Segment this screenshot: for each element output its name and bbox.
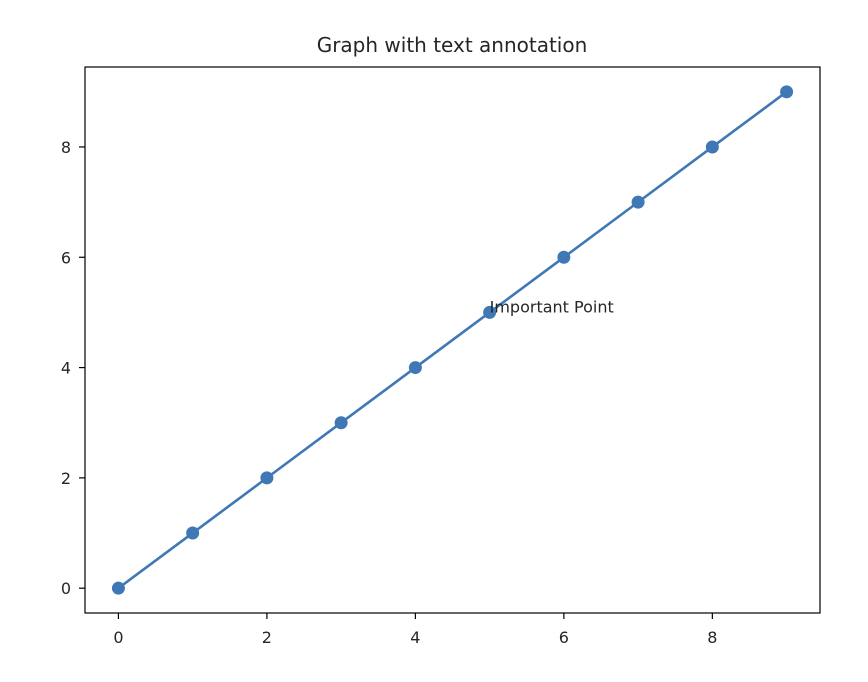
data-point — [111, 581, 125, 595]
y-tick-label: 8 — [61, 138, 71, 157]
data-point — [780, 85, 794, 99]
annotation-text: Important Point — [490, 297, 614, 316]
plot-frame — [84, 66, 821, 614]
data-point — [631, 195, 645, 209]
x-tick-label: 2 — [262, 628, 272, 647]
data-point — [557, 250, 571, 264]
data-point — [260, 471, 274, 485]
data-point — [334, 416, 348, 430]
x-tick-label: 4 — [410, 628, 420, 647]
y-tick-label: 4 — [61, 359, 71, 378]
y-tick-label: 6 — [61, 248, 71, 267]
plot-area — [111, 85, 794, 595]
y-tick-label: 0 — [61, 579, 71, 598]
series-line — [117, 90, 788, 590]
y-axis: 0 2 4 6 8 — [61, 138, 85, 598]
data-point — [705, 140, 719, 154]
y-tick-label: 2 — [61, 469, 71, 488]
x-axis: 0 2 4 6 8 — [113, 613, 717, 647]
x-tick-label: 0 — [113, 628, 123, 647]
annotations: Important Point — [490, 297, 614, 316]
x-tick-label: 8 — [707, 628, 717, 647]
data-point — [186, 526, 200, 540]
data-point — [483, 305, 497, 319]
x-tick-label: 6 — [559, 628, 569, 647]
chart-title: Graph with text annotation — [317, 33, 588, 57]
data-point — [408, 361, 422, 375]
